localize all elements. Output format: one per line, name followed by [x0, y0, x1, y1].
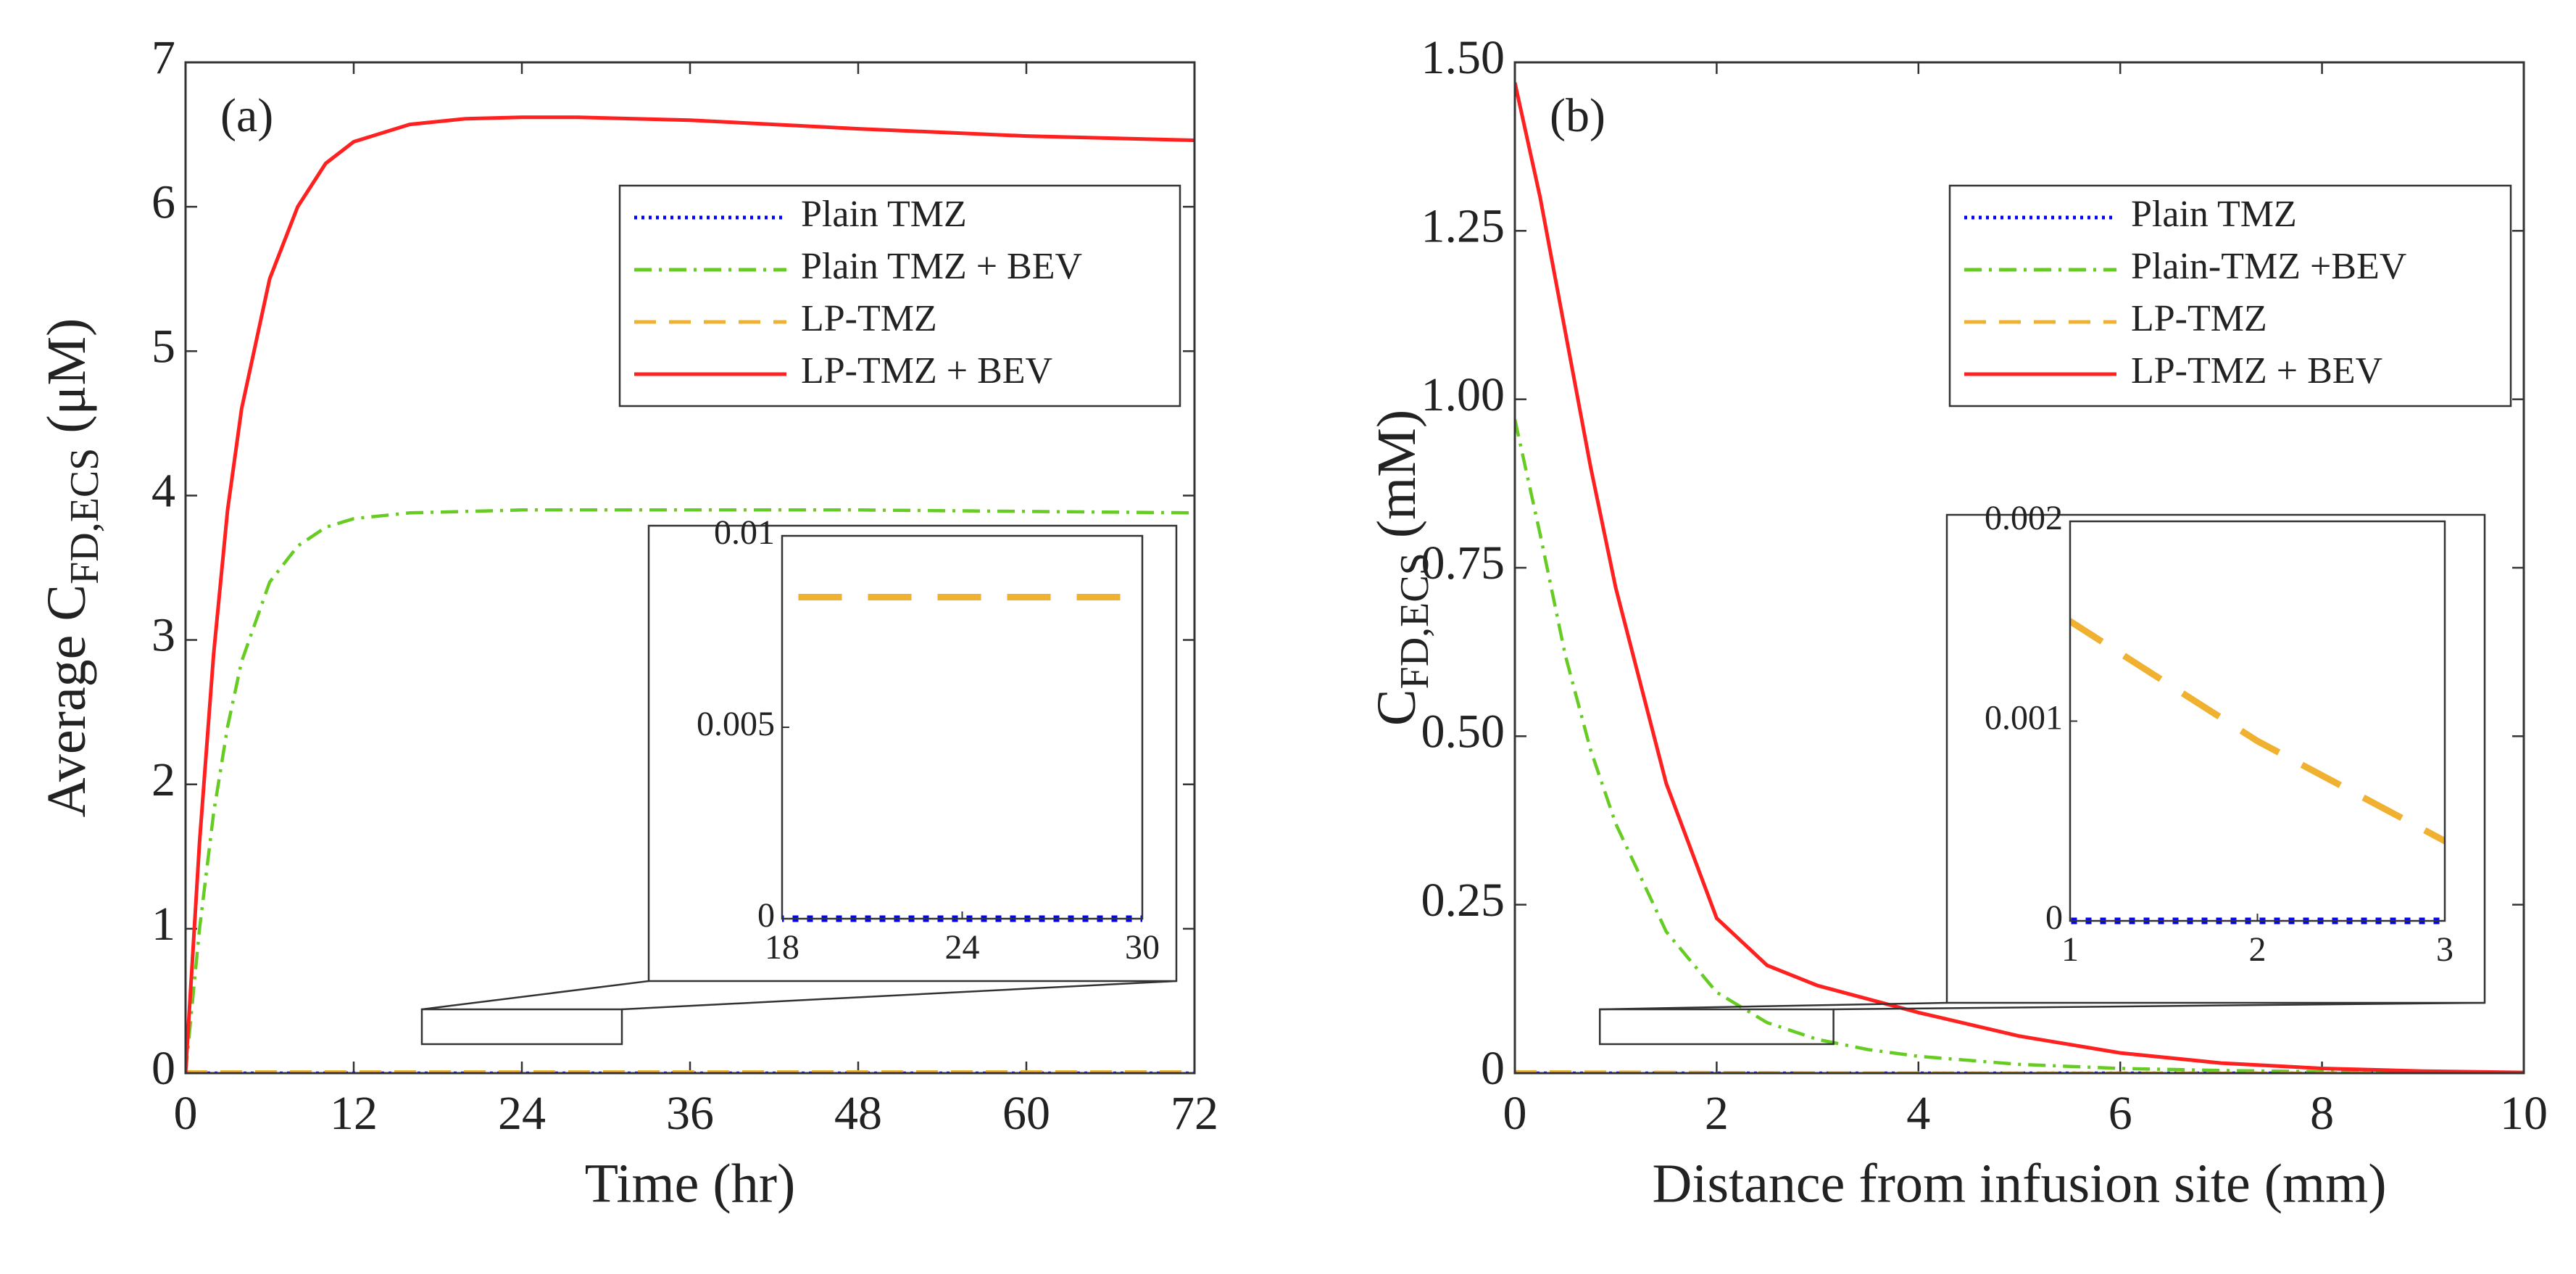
- zoom-connector: [621, 980, 1177, 1011]
- y-axis-label-main: Average C: [36, 584, 97, 817]
- y-tick-label: 0.50: [1421, 705, 1505, 758]
- inset-y-tick-label: 0.01: [714, 513, 775, 552]
- y-tick-label: 0: [151, 1042, 175, 1095]
- x-tick-label: 72: [1171, 1087, 1218, 1140]
- inset-y-tick-label: 0.002: [1985, 499, 2063, 537]
- legend-box: [1948, 184, 2512, 408]
- y-tick-label: 1.50: [1421, 31, 1505, 84]
- y-tick-label: 0: [1481, 1042, 1505, 1095]
- legend-label: Plain TMZ: [2131, 194, 2297, 235]
- panel-label: (a): [220, 89, 273, 142]
- legend-label: Plain TMZ: [801, 194, 967, 235]
- zoom-box: [1598, 1008, 1835, 1046]
- series-line: [186, 508, 1194, 1073]
- x-tick-label: 10: [2500, 1087, 2548, 1140]
- inset-x-tick-label: 3: [2436, 930, 2454, 969]
- y-tick-label: 0.25: [1421, 874, 1505, 927]
- zoom-connector: [1600, 1001, 1948, 1011]
- x-tick-label: 8: [2310, 1087, 2334, 1140]
- y-tick-label: 5: [151, 320, 175, 373]
- inset-y-tick-label: 0.005: [697, 705, 775, 743]
- plot-frame: [1513, 61, 2525, 1075]
- y-axis-label-main: C: [1366, 689, 1427, 726]
- inset-y-tick-label: 0: [757, 896, 775, 935]
- y-tick-label: 1: [151, 898, 175, 951]
- x-tick-label: 0: [174, 1087, 198, 1140]
- y-tick-label: 4: [151, 465, 175, 518]
- inset-x-tick-label: 30: [1125, 928, 1160, 967]
- series-line: [186, 115, 1194, 1073]
- x-tick-label: 36: [666, 1087, 714, 1140]
- legend-label: Plain TMZ + BEV: [801, 246, 1082, 287]
- y-axis-label-unit: (mM): [1366, 410, 1427, 538]
- y-tick-label: 3: [151, 609, 175, 662]
- inset-x-tick-label: 24: [945, 928, 980, 967]
- zoom-connector: [421, 980, 649, 1011]
- y-tick-label: 2: [151, 753, 175, 806]
- y-axis-label-unit: (μM): [36, 318, 97, 434]
- series-line: [1515, 82, 2524, 1073]
- x-axis-label: Time (hr): [585, 1153, 796, 1214]
- x-tick-label: 60: [1002, 1087, 1050, 1140]
- legend-label: Plain-TMZ +BEV: [2131, 246, 2406, 287]
- x-tick-label: 48: [834, 1087, 882, 1140]
- y-tick-label: 7: [151, 31, 175, 84]
- y-tick-label: 0.75: [1421, 537, 1505, 590]
- x-tick-label: 0: [1503, 1087, 1527, 1140]
- y-axis-label-sub: FD,ECS: [62, 448, 107, 584]
- inset-frame: [2069, 520, 2446, 922]
- x-tick-label: 24: [498, 1087, 546, 1140]
- plot-frame: [184, 61, 1196, 1075]
- panel-label: (b): [1550, 89, 1605, 142]
- y-tick-label: 1.00: [1421, 368, 1505, 421]
- zoom-box: [420, 1008, 623, 1046]
- y-tick-label: 6: [151, 175, 175, 228]
- y-axis-label-sub: FD,ECS: [1392, 553, 1437, 689]
- inset-x-tick-label: 18: [765, 928, 799, 967]
- inset-y-tick-label: 0.001: [1985, 699, 2063, 737]
- inset-box: [1945, 513, 2486, 1004]
- inset-frame: [781, 534, 1144, 920]
- chart: 0 2 4 6 8 1000.250.500.751.001.251.50(b)Dista…: [1366, 31, 2548, 1214]
- legend-label: LP-TMZ + BEV: [801, 350, 1052, 392]
- inset-x-tick-label: 2: [2249, 930, 2267, 969]
- y-axis-label: CFD,ECS (mM): [1366, 410, 1437, 726]
- y-tick-label: 1.25: [1421, 199, 1505, 252]
- x-tick-label: 2: [1705, 1087, 1729, 1140]
- zoom-connector: [1833, 1001, 2485, 1011]
- legend-label: LP-TMZ: [801, 298, 937, 339]
- legend-box: [618, 184, 1181, 408]
- x-axis-label: Distance from infusion site (mm): [1652, 1153, 2386, 1214]
- x-tick-label: 6: [2108, 1087, 2132, 1140]
- inset-x-tick-label: 1: [2061, 930, 2079, 969]
- legend-label: LP-TMZ + BEV: [2131, 350, 2382, 392]
- legend-label: LP-TMZ: [2131, 298, 2267, 339]
- x-tick-label: 4: [1906, 1087, 1930, 1140]
- x-tick-label: 12: [330, 1087, 378, 1140]
- inset-y-tick-label: 0: [2045, 898, 2063, 937]
- inset-box: [647, 524, 1178, 983]
- y-axis-label: Average CFD,ECS (μM): [36, 318, 107, 818]
